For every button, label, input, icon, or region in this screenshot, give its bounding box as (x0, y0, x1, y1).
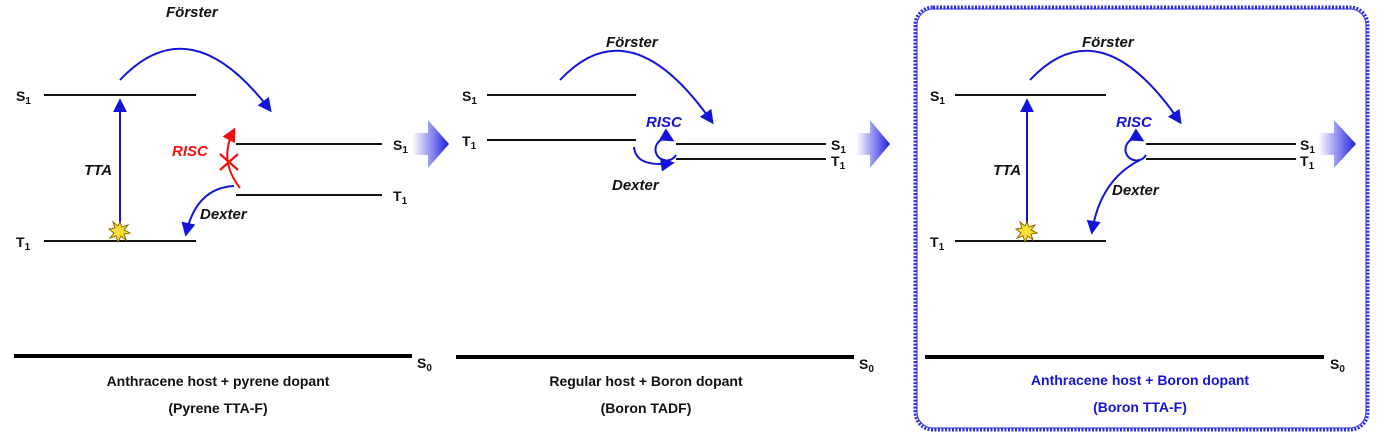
ground-s0-label: S0 (417, 355, 432, 374)
dexter-label: Dexter (1112, 182, 1160, 199)
caption-line1: Anthracene host + Boron dopant (1031, 372, 1250, 388)
caption-line1: Anthracene host + pyrene dopant (107, 373, 330, 389)
risc-cross-icon (219, 153, 239, 171)
emission-arrow (856, 120, 890, 168)
caption-line2: (Boron TTA-F) (1093, 399, 1187, 415)
spark-icon (1014, 220, 1039, 244)
forster-arrow (1029, 49, 1182, 125)
dopant-t1-label: T1 (393, 188, 408, 207)
host-s1-label: S1 (930, 88, 945, 107)
panel-pyrene-tta-f: S1 T1 S1 T1 S0 Förster TTA RISC Dexter A… (14, 4, 449, 416)
caption-line2: (Boron TADF) (601, 400, 692, 416)
forster-label: Förster (166, 4, 219, 21)
dopant-s1-label: S1 (1300, 137, 1315, 156)
dexter-arrow (633, 146, 675, 172)
risc-label: RISC (1116, 114, 1153, 131)
host-t1-label: T1 (930, 234, 945, 253)
tta-label: TTA (84, 162, 112, 179)
emission-arrow (412, 120, 449, 168)
host-t1-label: T1 (16, 234, 31, 253)
emission-arrow (1318, 120, 1356, 168)
panel-boron-tadf: S1 T1 S1 T1 S0 Förster RISC Dexter Regul… (456, 34, 890, 416)
ground-s0-label: S0 (1330, 356, 1345, 375)
ground-s0-label: S0 (859, 356, 874, 375)
dexter-label: Dexter (200, 206, 248, 223)
forster-label: Förster (1082, 34, 1135, 51)
forster-label: Förster (606, 34, 659, 51)
panel-boron-tta-f: S1 T1 S1 T1 S0 Förster TTA RISC Dexter A… (913, 5, 1370, 432)
risc-label: RISC (172, 143, 209, 160)
dexter-arrow (181, 185, 235, 237)
dopant-s1-label: S1 (831, 137, 846, 156)
caption-line1: Regular host + Boron dopant (549, 373, 743, 389)
forster-arrow (559, 49, 714, 125)
caption-line2: (Pyrene TTA-F) (168, 400, 267, 416)
risc-label: RISC (646, 114, 683, 131)
risc-loop-arrow (654, 128, 677, 162)
dexter-label: Dexter (612, 177, 660, 194)
dopant-t1-label: T1 (1300, 153, 1315, 172)
forster-arrow (119, 47, 272, 113)
dopant-s1-label: S1 (393, 137, 408, 156)
dexter-arrow (1086, 159, 1141, 235)
highlight-frame (913, 5, 1370, 432)
host-t1-label: T1 (462, 133, 477, 152)
dopant-t1-label: T1 (831, 153, 846, 172)
spark-icon (107, 220, 132, 244)
risc-loop-arrow (1124, 128, 1147, 162)
host-s1-label: S1 (462, 88, 477, 107)
host-s1-label: S1 (16, 88, 31, 107)
tta-label: TTA (993, 162, 1021, 179)
